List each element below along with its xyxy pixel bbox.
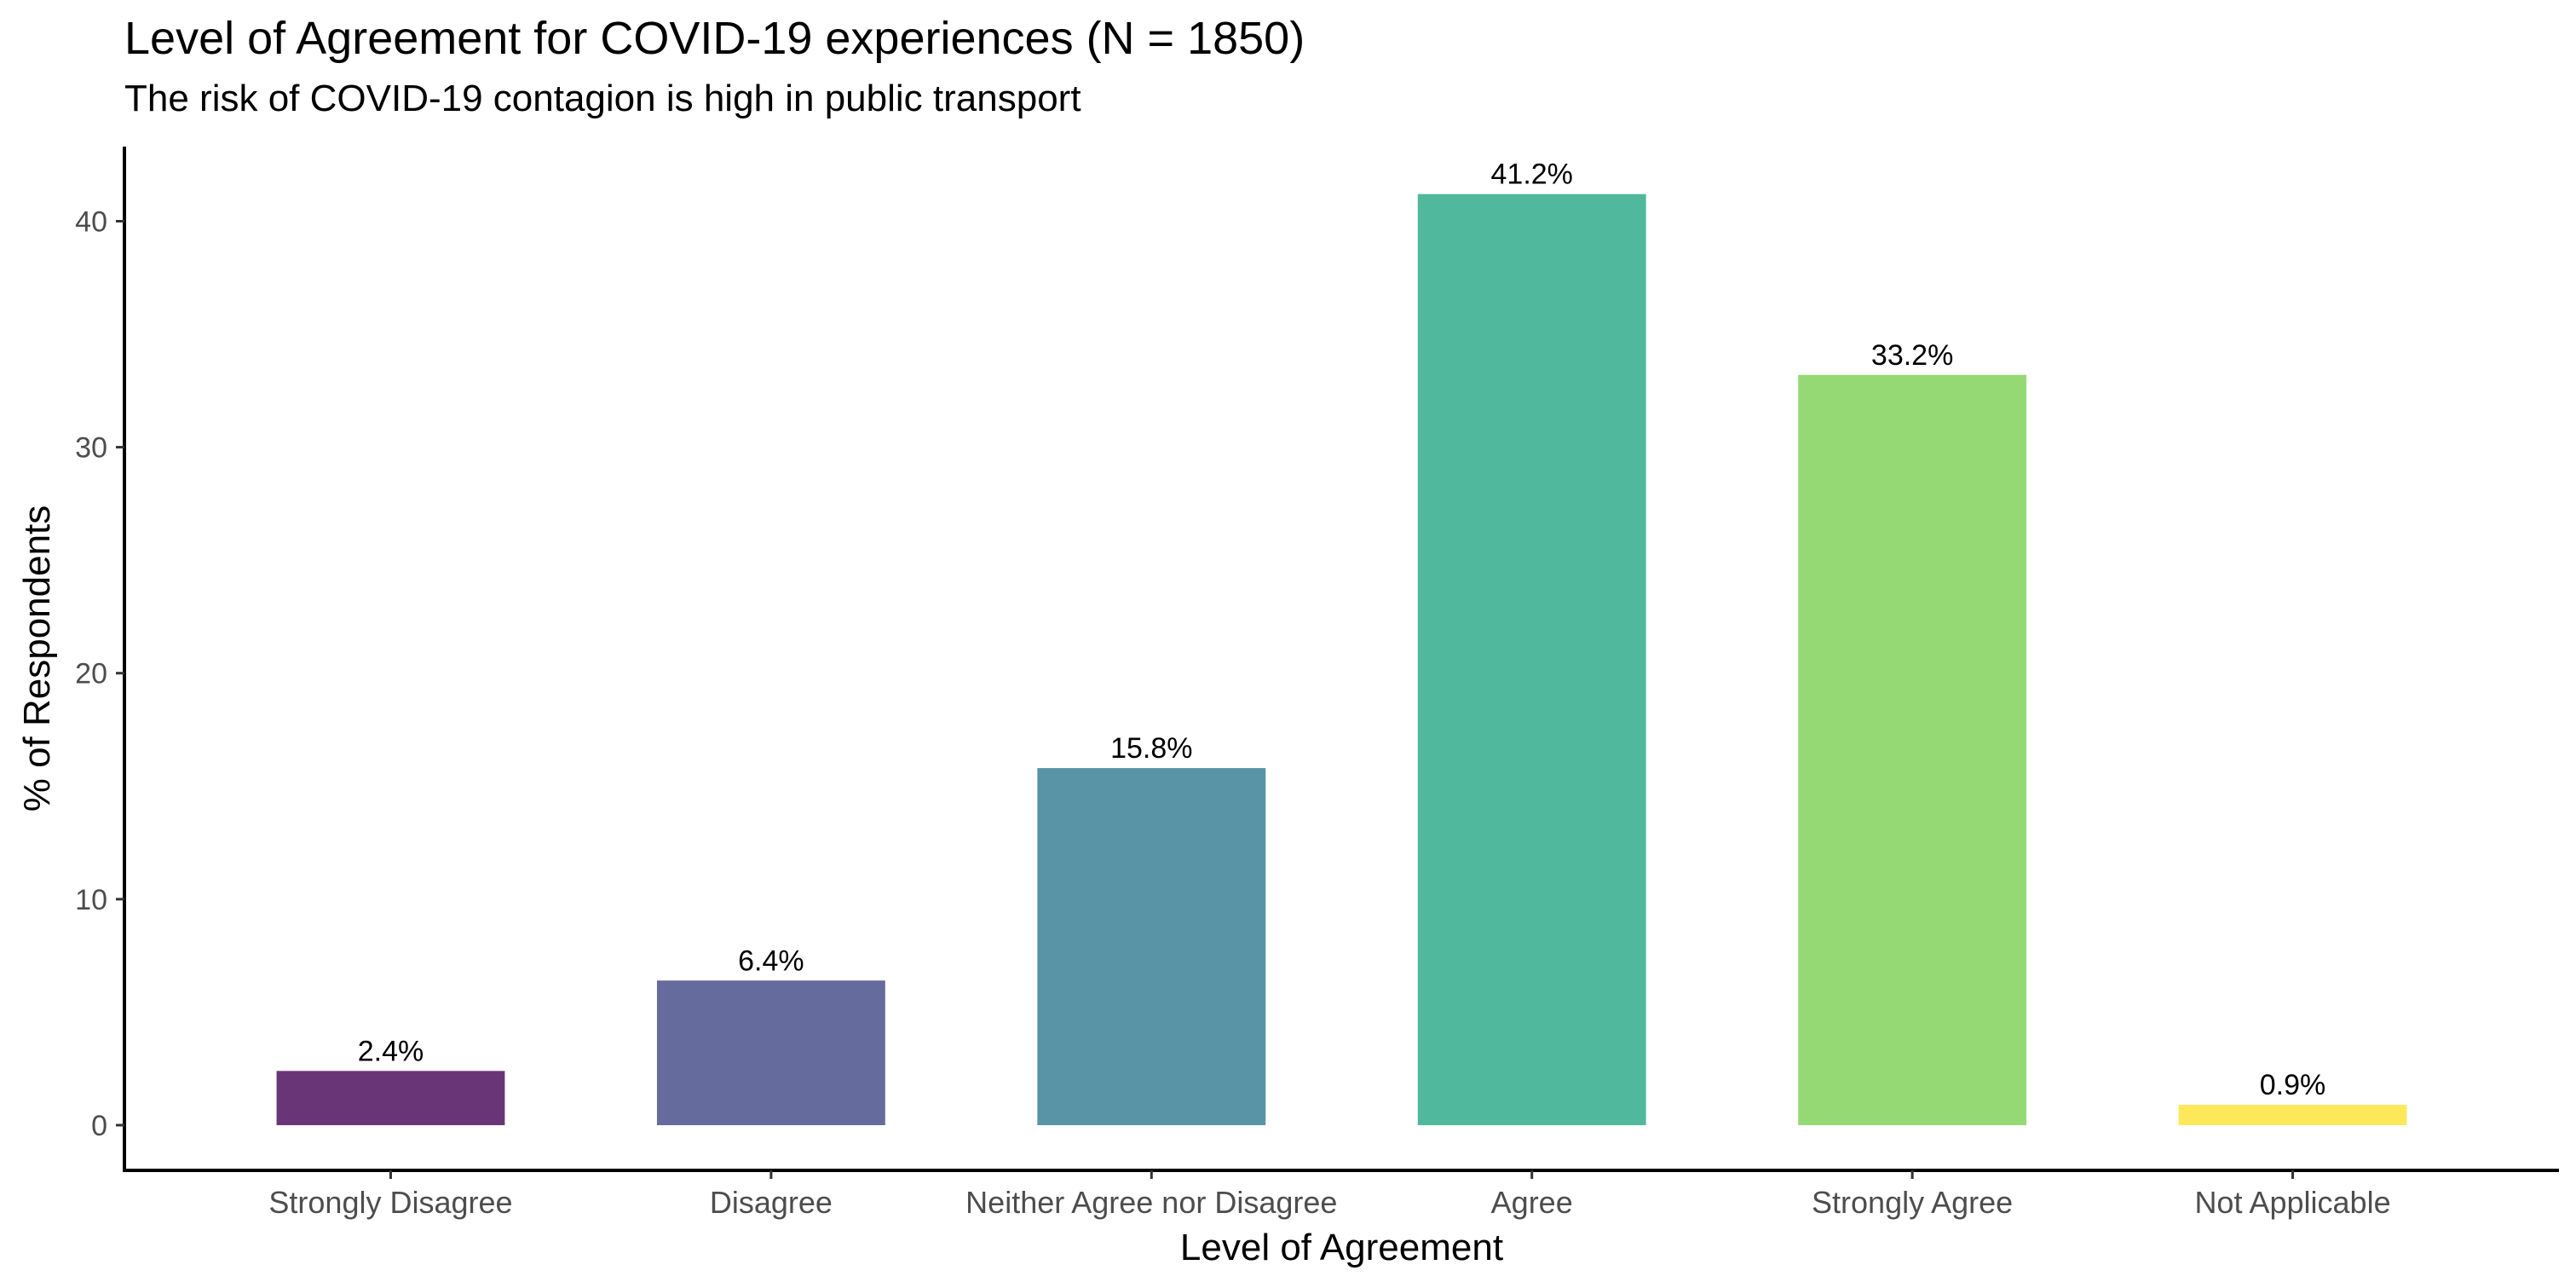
bar-value-label: 2.4%: [358, 1035, 424, 1067]
bar-value-label: 15.8%: [1110, 732, 1192, 765]
x-tick-label: Agree: [1491, 1185, 1573, 1220]
bar-value-label: 6.4%: [738, 944, 804, 977]
bar-5: [1798, 374, 2027, 1125]
x-axis-title: Level of Agreement: [1180, 1227, 1503, 1268]
bar-4: [1417, 193, 1646, 1125]
y-tick-label: 40: [75, 205, 107, 238]
bar-labels-layer: 2.4% 6.4% 15.8% 41.2% 33.2% 0.9%: [358, 159, 2326, 1101]
x-tick-label: Strongly Agree: [1812, 1185, 2013, 1220]
bar-value-label: 41.2%: [1491, 159, 1573, 191]
bar-value-label: 33.2%: [1871, 339, 1953, 372]
y-tick-label: 10: [75, 884, 107, 916]
x-tick-label: Not Applicable: [2194, 1185, 2390, 1220]
y-axis-ticks: 0 10 20 30 40: [75, 205, 124, 1142]
bar-3: [1037, 768, 1266, 1125]
chart-title: Level of Agreement for COVID-19 experien…: [124, 13, 1305, 64]
bars-layer: [276, 193, 2407, 1125]
bar-6: [2178, 1105, 2407, 1125]
y-tick-label: 0: [91, 1110, 107, 1142]
y-tick-label: 20: [75, 658, 107, 690]
y-axis-title: % of Respondents: [16, 505, 58, 812]
bar-2: [656, 980, 885, 1125]
y-tick-label: 30: [75, 432, 107, 465]
x-tick-label: Disagree: [710, 1185, 833, 1220]
x-tick-label: Strongly Disagree: [268, 1185, 512, 1220]
bar-1: [276, 1071, 505, 1125]
x-axis-ticks: Strongly Disagree Disagree Neither Agree n…: [268, 1170, 2391, 1220]
chart-subtitle: The risk of COVID-19 contagion is high i…: [124, 78, 1081, 119]
bar-value-label: 0.9%: [2260, 1069, 2326, 1101]
x-tick-label: Neither Agree nor Disagree: [965, 1185, 1337, 1220]
